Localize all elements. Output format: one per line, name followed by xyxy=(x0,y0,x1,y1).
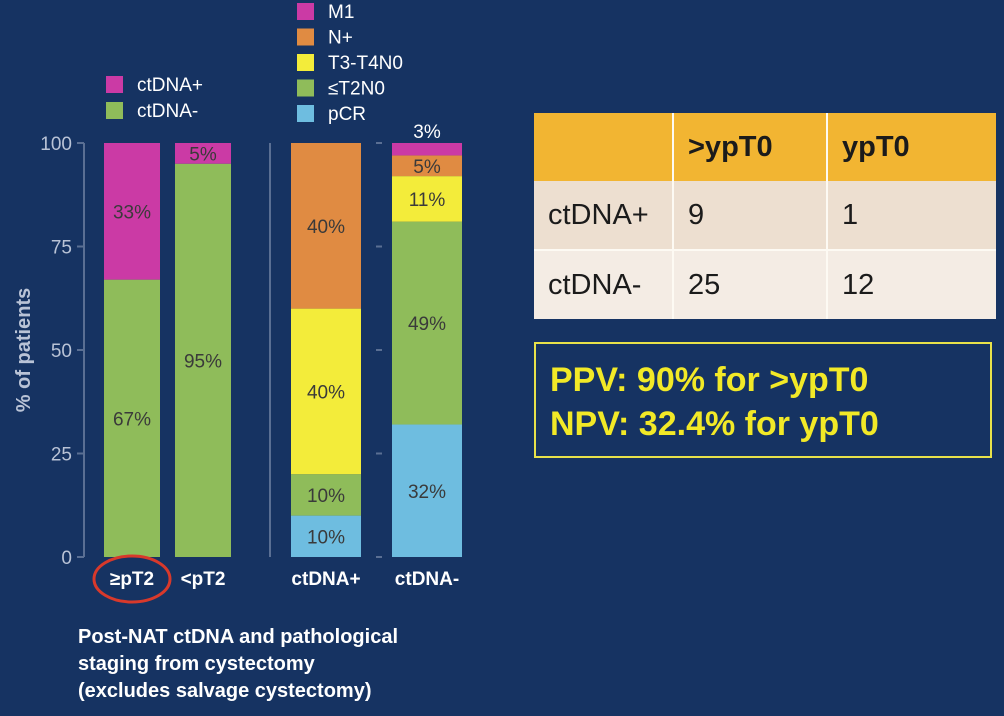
data-label: 11% xyxy=(409,190,446,211)
chart-caption: Post-NAT ctDNA and pathological staging … xyxy=(78,626,398,702)
legend-swatch xyxy=(297,105,314,122)
table-cell: 25 xyxy=(673,249,828,319)
legend-swatch xyxy=(297,28,314,46)
table-row: ctDNA+ 9 1 xyxy=(534,181,996,250)
bar-segment xyxy=(392,176,462,222)
data-label: 3% xyxy=(413,122,441,143)
data-label: 10% xyxy=(307,527,345,548)
legend-label: M1 xyxy=(328,2,354,23)
legend-label: N+ xyxy=(328,28,353,49)
data-label: 95% xyxy=(184,351,222,372)
data-label: 33% xyxy=(113,202,151,223)
table-cell: ctDNA+ xyxy=(534,181,674,250)
data-label: 40% xyxy=(307,217,345,238)
legend-swatch xyxy=(106,76,123,93)
legend-label: ≤T2N0 xyxy=(328,79,385,100)
table-cell: 12 xyxy=(827,249,996,319)
legend-label: pCR xyxy=(328,104,366,125)
table-header-row: >ypT0 ypT0 xyxy=(534,113,996,181)
y-tick-label: 100 xyxy=(40,134,72,155)
table-header-cell: ypT0 xyxy=(827,113,996,181)
bar-segment xyxy=(392,155,462,177)
legend-swatch xyxy=(297,3,314,20)
legend-swatch xyxy=(297,79,314,97)
legend-label: T3-T4N0 xyxy=(328,53,403,74)
ctdna-pathology-table: >ypT0 ypT0 ctDNA+ 9 1 ctDNA- 25 12 xyxy=(534,113,996,319)
y-tick-label: 25 xyxy=(51,445,72,466)
bar-segment xyxy=(392,424,462,557)
bar-segment xyxy=(392,143,462,156)
table-row: ctDNA- 25 12 xyxy=(534,249,996,319)
legend-label: ctDNA+ xyxy=(137,75,203,96)
ppv-text: PPV: 90% for >ypT0 xyxy=(550,361,869,399)
bar-segment xyxy=(392,221,462,425)
x-tick-label: ≥pT2 xyxy=(110,569,154,590)
data-label: 67% xyxy=(113,409,151,430)
table-cell: ctDNA- xyxy=(534,249,674,319)
table-cell: 9 xyxy=(673,181,828,250)
bar-segment xyxy=(175,163,231,557)
x-tick-label: ctDNA- xyxy=(395,569,459,590)
legend-swatch xyxy=(297,54,314,71)
bar-segment xyxy=(291,143,361,309)
legend-swatch xyxy=(106,102,123,119)
bar-segment xyxy=(291,515,361,557)
table-cell: 1 xyxy=(827,181,996,250)
bar-segment xyxy=(104,143,160,280)
data-label: 5% xyxy=(189,144,217,165)
data-label: 49% xyxy=(408,314,446,335)
y-tick-label: 50 xyxy=(51,341,72,362)
predictive-value-box: PPV: 90% for >ypT0 NPV: 32.4% for ypT0 xyxy=(534,342,992,458)
data-label: 40% xyxy=(307,382,345,403)
npv-text: NPV: 32.4% for ypT0 xyxy=(550,405,879,443)
data-label: 5% xyxy=(413,157,441,178)
y-tick-label: 75 xyxy=(51,238,72,259)
bar-segment xyxy=(291,308,361,475)
data-label: 32% xyxy=(408,482,446,503)
y-tick-label: 0 xyxy=(61,548,72,569)
bar-segment xyxy=(291,474,361,516)
table-header-cell xyxy=(534,113,674,181)
legend-label: ctDNA- xyxy=(137,101,198,122)
x-tick-label: ctDNA+ xyxy=(291,569,360,590)
highlight-circle xyxy=(92,554,172,604)
table-header-cell: >ypT0 xyxy=(673,113,828,181)
y-axis-title: % of patients xyxy=(13,288,35,412)
data-label: 10% xyxy=(307,486,345,507)
x-tick-label: <pT2 xyxy=(181,569,226,590)
bar-segment xyxy=(104,279,160,557)
bar-segment xyxy=(175,143,231,164)
